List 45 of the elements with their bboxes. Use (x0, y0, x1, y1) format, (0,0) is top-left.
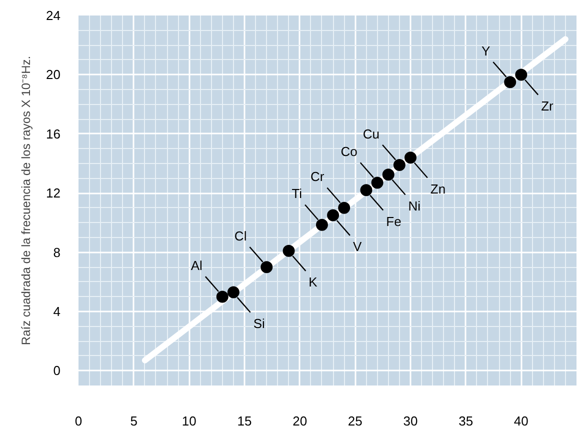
y-tick-label: 16 (46, 126, 61, 142)
annotation: K (308, 274, 318, 290)
point (260, 261, 273, 274)
x-tick-label: 40 (514, 414, 528, 428)
point (371, 176, 384, 189)
point (338, 202, 350, 214)
annotation: Cu (362, 126, 380, 142)
annotation: Y (482, 43, 491, 58)
annotation: Al (190, 258, 203, 274)
annotation: Zn (430, 181, 446, 196)
y-tick-label: 8 (53, 244, 61, 260)
annotation: Fe (386, 214, 402, 229)
point (327, 209, 340, 222)
y-tick-label: 24 (46, 8, 61, 23)
point (227, 286, 240, 298)
annotation: Cr (310, 169, 325, 184)
point (515, 68, 528, 81)
annotation: Cl (234, 228, 247, 244)
x-tick-label: 20 (292, 414, 308, 428)
x-tick-label: 25 (348, 414, 362, 428)
y-tick-label: 4 (53, 304, 61, 319)
annotation: Zr (541, 98, 554, 114)
x-tick-label: 35 (458, 414, 474, 428)
x-tick-label: 15 (237, 414, 252, 428)
x-tick-label: 0 (74, 414, 82, 428)
annotation: Si (253, 316, 266, 331)
x-tick-label: 10 (182, 414, 196, 428)
y-tick-label: 12 (46, 186, 61, 201)
point (216, 290, 228, 303)
annotation: Co (340, 144, 358, 160)
x-tick-label: 30 (403, 414, 418, 428)
y-tick-label: 20 (46, 67, 61, 82)
annotation: Ti (292, 186, 302, 202)
point (404, 152, 416, 164)
y-axis-title: Raíz cuadrada de la frecuencia de los rayos X 10⁻⁸Hz. (19, 56, 34, 346)
point (282, 244, 295, 257)
point (393, 158, 406, 171)
point (316, 218, 328, 231)
point (382, 168, 394, 181)
x-tick-label: 5 (130, 414, 138, 428)
point (360, 184, 372, 196)
point (504, 76, 516, 88)
y-tick-label: 0 (53, 363, 61, 378)
annotation: V (352, 238, 362, 254)
annotation: Ni (408, 198, 421, 214)
